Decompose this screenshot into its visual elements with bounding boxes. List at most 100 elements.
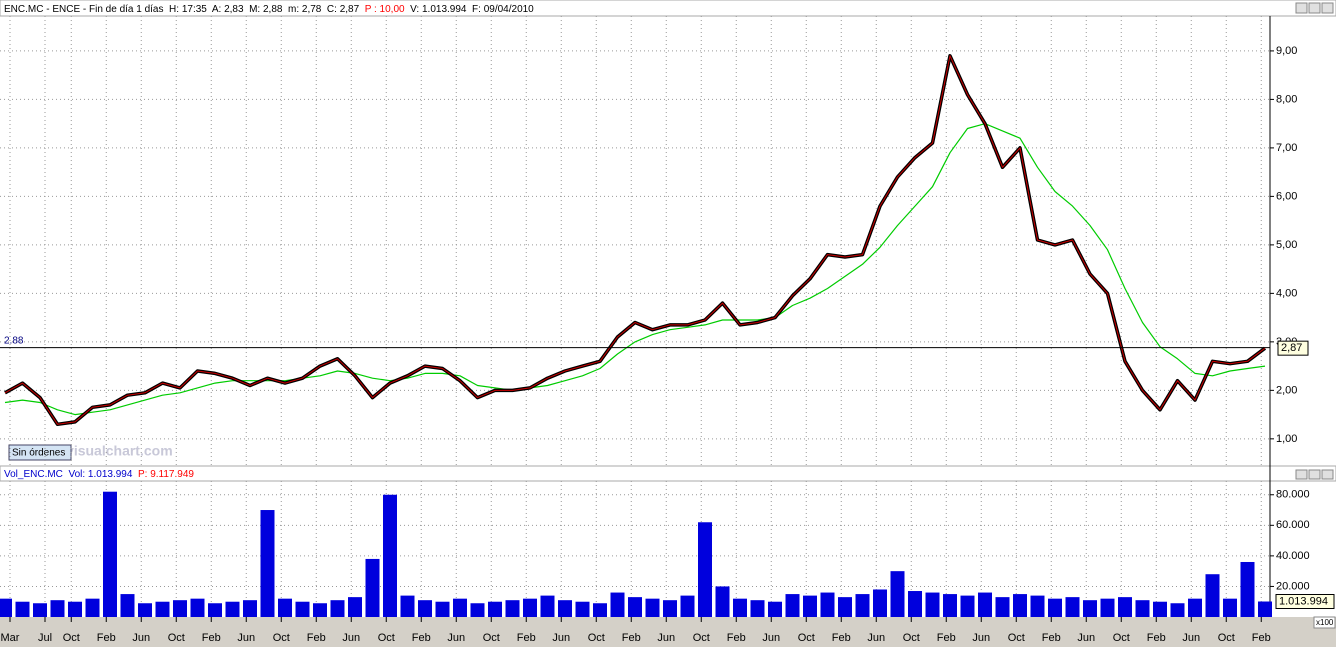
title-part: P : 10,00 <box>365 4 405 15</box>
volume-bar <box>785 594 800 617</box>
volume-bar <box>873 589 887 617</box>
volume-bar <box>1188 598 1202 617</box>
header-bar <box>0 0 1336 17</box>
x-tick-label: Feb <box>517 632 536 644</box>
volume-bar <box>768 601 782 617</box>
y-tick-label: 5,00 <box>1276 239 1297 251</box>
title-part: Vol_ENC.MC Vol: 1.013.994 <box>4 469 138 480</box>
volume-bar <box>645 598 660 617</box>
x-tick-label: Oct <box>63 632 80 644</box>
volume-bar <box>470 603 485 617</box>
volume-bar <box>715 586 730 617</box>
close-button[interactable] <box>1321 469 1334 480</box>
x-tick-label: Feb <box>1147 632 1166 644</box>
x-tick-label: Oct <box>903 632 920 644</box>
volume-header-bar <box>0 465 1336 482</box>
y-tick-label: 8,00 <box>1276 93 1297 105</box>
volume-bar <box>960 595 975 617</box>
volume-bar <box>260 510 275 617</box>
y-tick-label: 80.000 <box>1276 489 1310 501</box>
volume-bar <box>120 594 135 617</box>
title-part: V: 1.013.994 F: 09/04/2010 <box>405 4 535 15</box>
panel-title: Vol_ENC.MC Vol: 1.013.994 P: 9.117.949 <box>4 469 194 480</box>
volume-bar <box>1065 597 1080 617</box>
volume-bar <box>540 595 555 617</box>
volume-bar <box>400 595 415 617</box>
x-tick-label: Oct <box>168 632 185 644</box>
volume-bar <box>820 592 835 617</box>
volume-bar <box>155 601 170 617</box>
x-tick-label: Feb <box>937 632 956 644</box>
x-tick-label: Oct <box>273 632 290 644</box>
volume-bar <box>890 571 905 617</box>
y-tick-label: 20.000 <box>1276 580 1310 592</box>
volume-bar <box>50 600 65 617</box>
scale-note: x100 <box>1316 618 1334 627</box>
volume-bar <box>330 600 345 617</box>
volume-bar <box>610 592 625 617</box>
volume-bar <box>1258 601 1272 617</box>
x-tick-label: Jun <box>1182 632 1200 644</box>
x-tick-label: Jun <box>1077 632 1095 644</box>
y-tick-label: 4,00 <box>1276 287 1297 299</box>
level-label: 2.88 <box>4 335 24 346</box>
volume-bar <box>295 601 310 617</box>
maximize-button[interactable] <box>1308 2 1321 14</box>
x-tick-label: Feb <box>1252 632 1271 644</box>
x-tick-label: Feb <box>1042 632 1061 644</box>
close-button[interactable] <box>1321 2 1334 14</box>
volume-bar <box>1083 600 1097 617</box>
volume-bar <box>1048 598 1062 617</box>
volume-bar <box>1205 574 1220 617</box>
y-tick-label: 7,00 <box>1276 142 1297 154</box>
x-tick-label: Jun <box>237 632 255 644</box>
volume-bar <box>855 594 870 617</box>
volume-bar <box>348 597 362 617</box>
volume-bar <box>68 601 82 617</box>
y-tick-label: 2,00 <box>1276 384 1297 396</box>
volume-bar <box>488 601 502 617</box>
volume-bar <box>680 595 695 617</box>
volume-bar <box>138 603 152 617</box>
title-part: P: 9.117.949 <box>138 469 194 480</box>
x-tick-label: Jun <box>447 632 465 644</box>
minimize-button[interactable] <box>1295 469 1308 480</box>
volume-bar <box>663 600 677 617</box>
volume-bar <box>208 603 222 617</box>
volume-bar <box>505 600 520 617</box>
volume-bar <box>838 597 852 617</box>
x-tick-label: Mar <box>1 632 20 644</box>
volume-bar <box>558 600 572 617</box>
volume-bar <box>575 601 590 617</box>
x-tick-label: Feb <box>727 632 746 644</box>
moving-average-line <box>4 123 1266 416</box>
volume-bar <box>418 600 432 617</box>
window-buttons <box>1295 2 1334 480</box>
x-tick-label: Feb <box>412 632 431 644</box>
minimize-button[interactable] <box>1295 2 1308 14</box>
volume-bar <box>1240 561 1255 617</box>
volume-bar <box>85 598 100 617</box>
volume-bar <box>15 601 30 617</box>
x-tick-label: Jun <box>342 632 360 644</box>
x-tick-label: Feb <box>832 632 851 644</box>
volume-bar <box>0 598 12 617</box>
maximize-button[interactable] <box>1308 469 1321 480</box>
price-tag-label: 2,87 <box>1281 342 1302 354</box>
close-line <box>4 55 1266 425</box>
volume-bar <box>313 603 327 617</box>
volume-bar <box>1135 600 1150 617</box>
y-tick-label: 9,00 <box>1276 45 1297 57</box>
volume-bar <box>943 594 957 617</box>
volume-bar <box>278 598 292 617</box>
x-tick-label: Jun <box>657 632 675 644</box>
x-tick-label: Oct <box>588 632 605 644</box>
scale-note-box <box>1313 616 1336 629</box>
volume-bar <box>995 597 1010 617</box>
x-tick-label: Feb <box>97 632 116 644</box>
volume-bar <box>593 603 607 617</box>
x-tick-label: Oct <box>1113 632 1130 644</box>
volume-bar <box>523 598 537 617</box>
x-tick-label: Feb <box>622 632 641 644</box>
